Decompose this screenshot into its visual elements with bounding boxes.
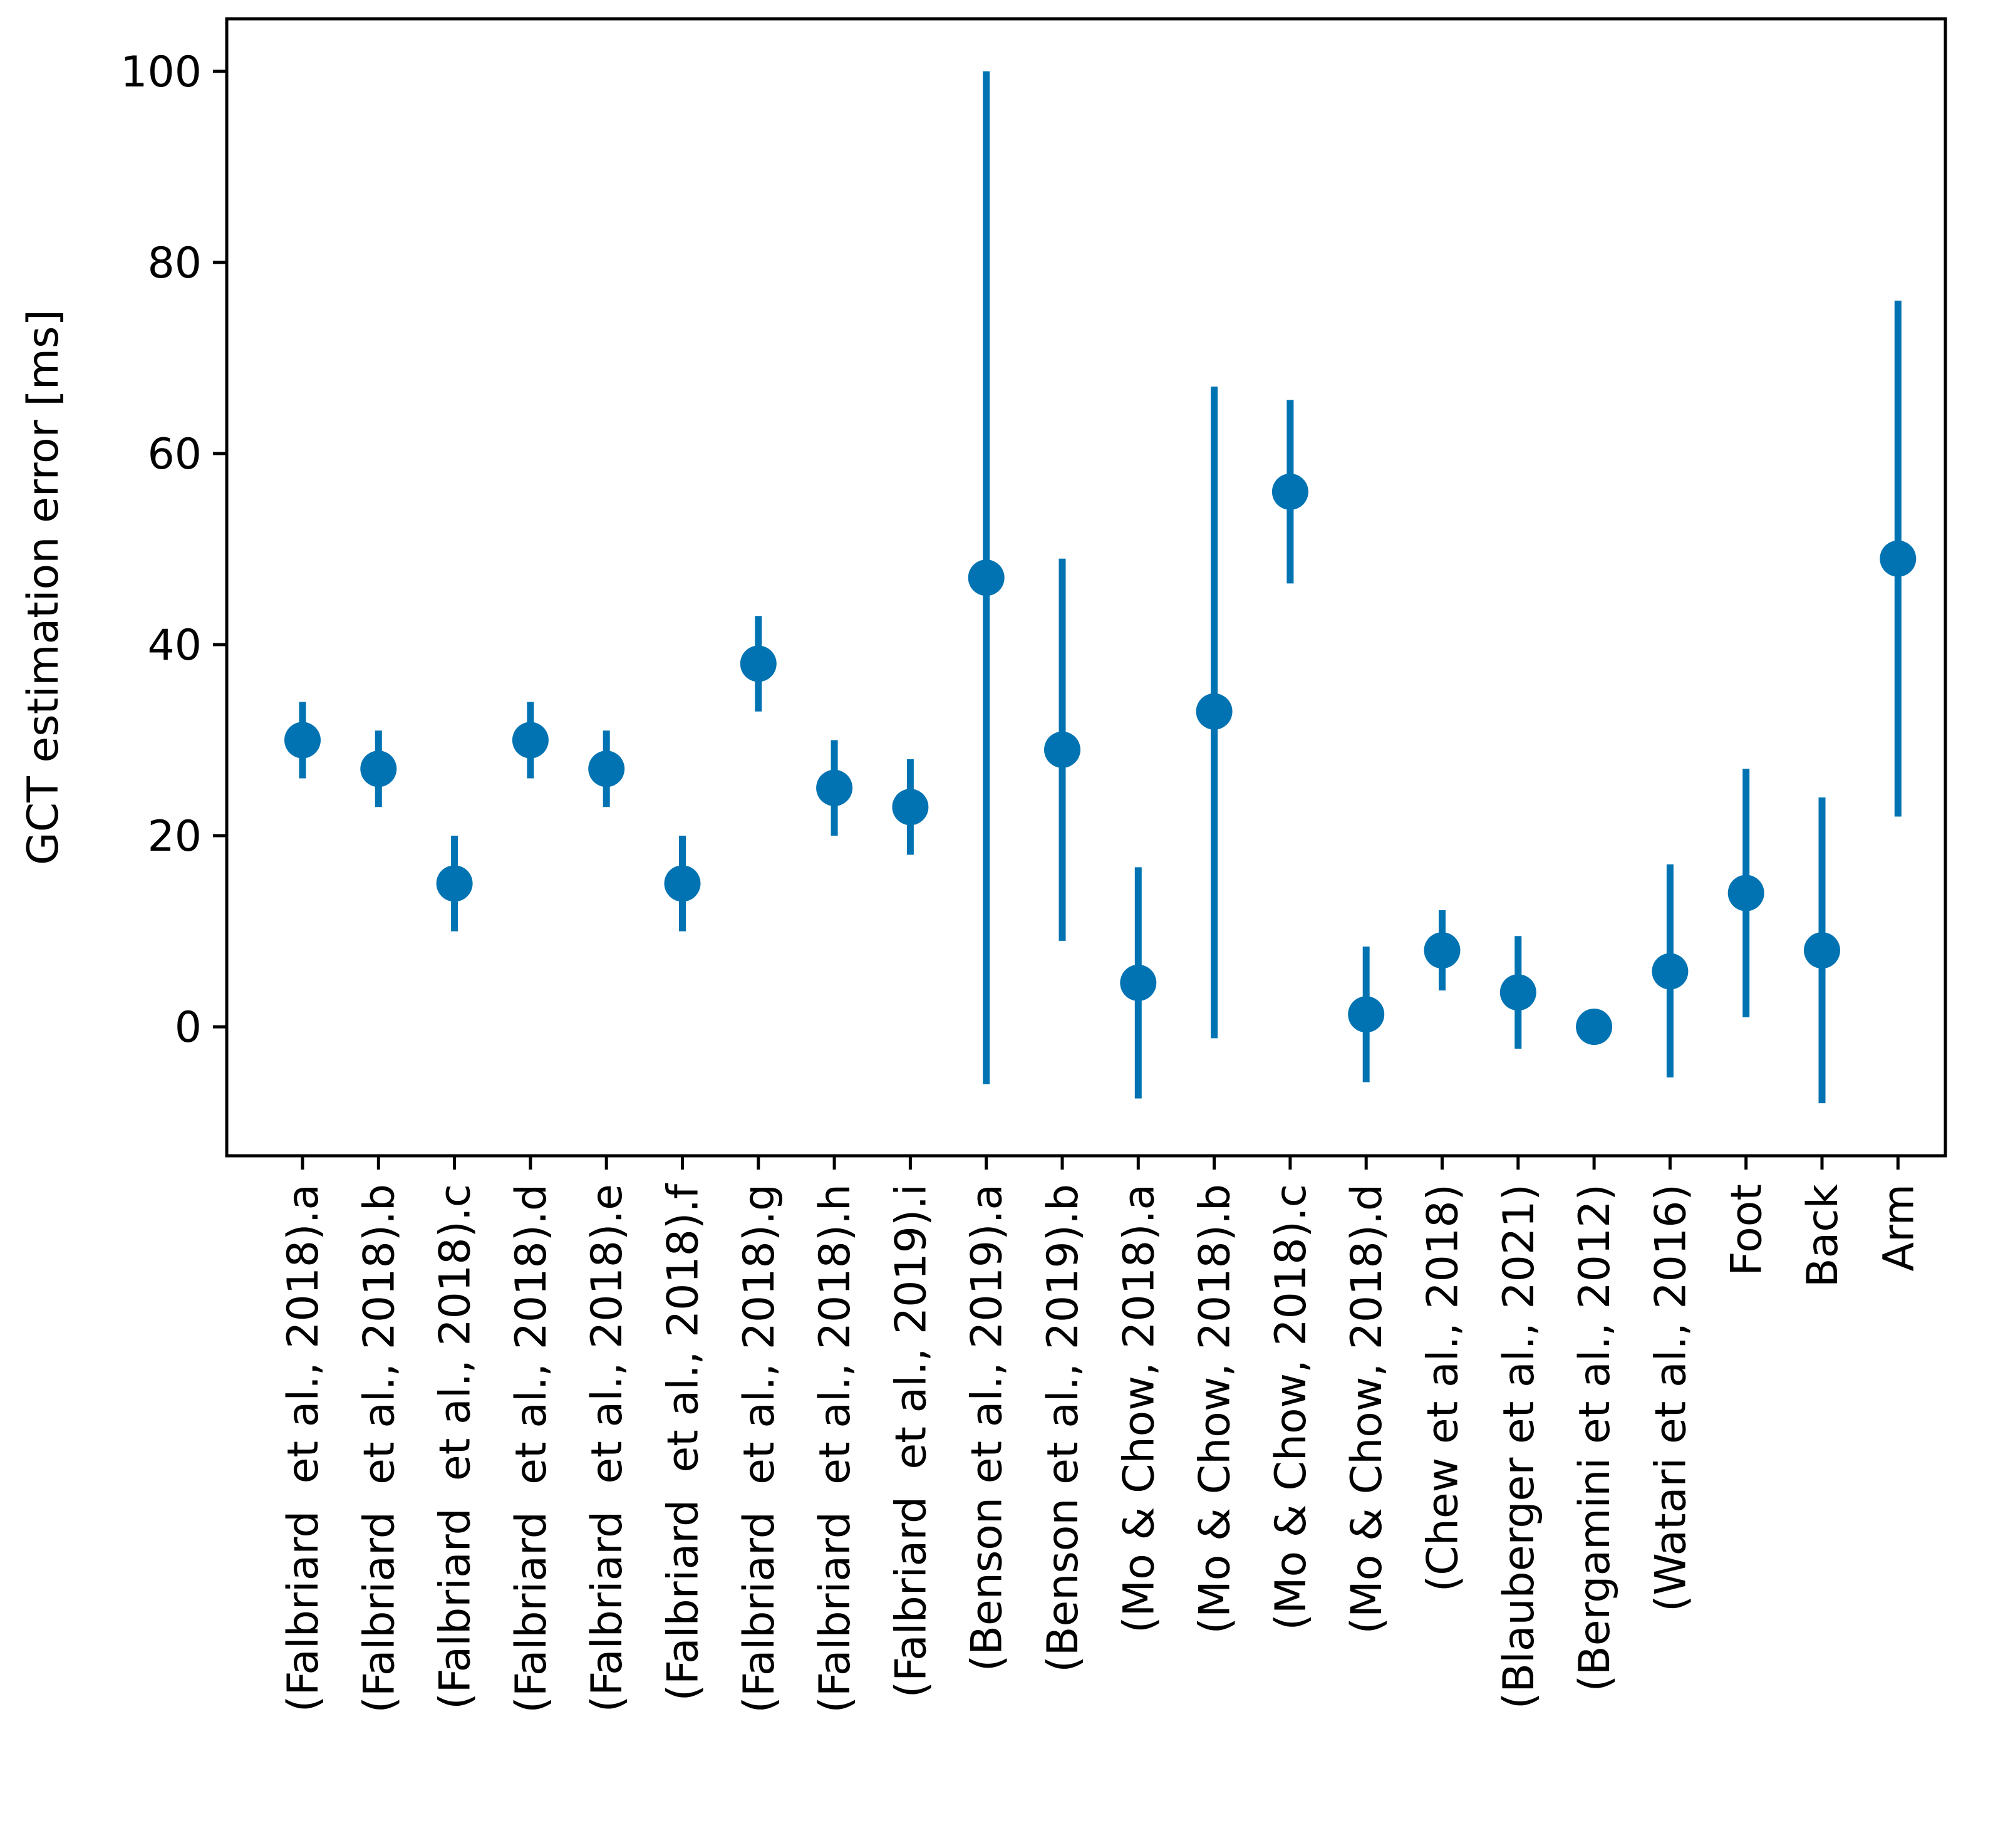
data-point [1348, 996, 1385, 1033]
x-tick-label: (Mo & Chow, 2018).c [1266, 1184, 1316, 1631]
data-point [1271, 473, 1308, 510]
x-tick-label: (Falbriard et al., 2018).h [810, 1184, 860, 1713]
data-point [1196, 693, 1233, 730]
data-point [1576, 1009, 1613, 1046]
x-tick-label: Back [1798, 1183, 1848, 1287]
data-point [1880, 540, 1917, 577]
y-tick-label: 100 [120, 48, 202, 97]
y-tick-label: 20 [147, 812, 202, 861]
data-point [360, 750, 397, 787]
y-tick-label: 80 [147, 239, 202, 288]
x-tick-label: (Falbriard et al., 2018).e [582, 1184, 632, 1712]
data-point [740, 645, 777, 682]
data-point [588, 750, 625, 787]
y-tick-label: 0 [175, 1003, 202, 1052]
data-point [816, 769, 853, 806]
y-tick-label: 60 [147, 430, 202, 479]
data-point [968, 559, 1005, 596]
data-point [1044, 731, 1080, 768]
data-point [1120, 964, 1157, 1001]
data-point [284, 722, 321, 759]
y-axis: 0 20 40 60 80 100 [120, 48, 227, 1052]
x-tick-label: (Mo & Chow, 2018).d [1342, 1184, 1392, 1634]
y-tick-label: 40 [147, 621, 202, 670]
x-tick-label: (Chew et al., 2018) [1419, 1184, 1468, 1592]
data-point [1727, 875, 1764, 911]
x-tick-label: (Mo & Chow, 2018).b [1191, 1184, 1240, 1634]
x-tick-label: (Benson et al., 2019).b [1038, 1184, 1088, 1673]
x-tick-label: (Bergamini et al., 2012) [1570, 1184, 1620, 1691]
data-point [1804, 932, 1840, 969]
x-tick-label: Foot [1722, 1184, 1772, 1276]
data-point [664, 865, 701, 902]
x-tick-label: Arm [1874, 1184, 1923, 1272]
x-tick-label: (Falbriard et al., 2018).f [659, 1183, 708, 1701]
x-tick-label: (Falbriard et al., 2018).c [431, 1184, 480, 1710]
y-axis-label: GCT estimation error [ms] [19, 309, 68, 865]
x-tick-label: (Blauberger et al., 2021) [1494, 1184, 1544, 1709]
x-tick-label: (Falbriard et al., 2018).d [507, 1184, 556, 1713]
data-point [1499, 974, 1536, 1011]
data-point [512, 722, 549, 759]
data-point [1424, 932, 1461, 969]
data-points [284, 473, 1917, 1046]
x-tick-label: (Benson et al., 2019).a [963, 1184, 1012, 1671]
x-tick-label: (Falbriard et al., 2018).a [279, 1184, 328, 1712]
x-tick-label: (Watari et al., 2016) [1646, 1184, 1695, 1612]
x-tick-label: (Falbriard et al., 2018).b [355, 1184, 404, 1713]
data-point [436, 865, 473, 902]
x-tick-label: (Falbriard et al., 2019).i [886, 1184, 936, 1698]
data-point [1652, 953, 1689, 990]
x-tick-label: (Mo & Chow, 2018).a [1114, 1184, 1164, 1633]
x-axis: (Falbriard et al., 2018).a (Falbriard et … [279, 1156, 1923, 1713]
plot-frame [225, 17, 1947, 1158]
data-point [892, 789, 929, 826]
x-tick-label: (Falbriard et al., 2018).g [735, 1184, 784, 1713]
